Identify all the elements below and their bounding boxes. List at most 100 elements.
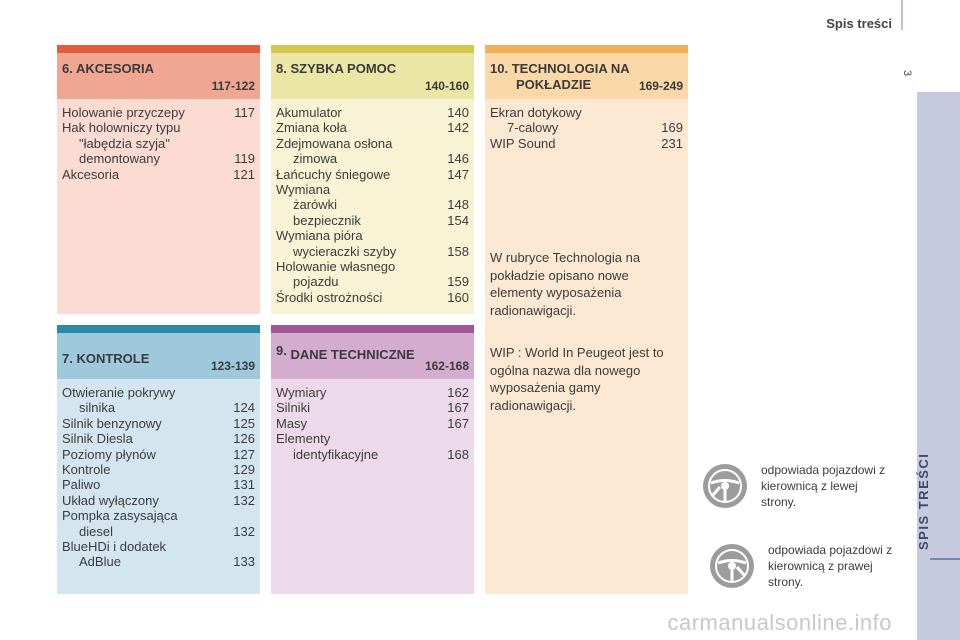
toc-entry[interactable]: Masy 167 [271,416,474,431]
toc-entry[interactable]: Silniki 167 [271,400,474,415]
section-header: 6. AKCESORIA 117-122 [57,53,260,99]
toc-entry[interactable]: Zmiana koła 142 [271,120,474,135]
toc-entry-page: 142 [447,120,469,136]
toc-entry-label: Akcesoria [62,166,120,182]
toc-entry-page: 147 [447,166,469,182]
toc-entry[interactable]: Paliwo 131 [57,477,260,492]
toc-entry-page: 158 [447,243,469,259]
section-dane-techniczne: 9. DANE TECHNICZNE 162-168 Wymiary 162 Sil… [271,325,474,594]
toc-entry-label: Hak holowniczy typu [62,120,181,136]
toc-entry-label: bezpiecznik [293,212,361,228]
toc-entry-page: 169 [661,120,683,136]
toc-entry[interactable]: Hak holowniczy typu "łabędzia szyja" demon… [57,120,260,166]
toc-entry-label: pojazdu [293,274,339,290]
section-title: 10. TECHNOLOGIA NA POKŁADZIE [490,61,630,92]
toc-entry[interactable]: Wymiana żarówki 148 [271,182,474,213]
section-akcesoria: 6. AKCESORIA 117-122 Holowanie przyczepy… [57,45,260,314]
legend-left-hand-drive: odpowiada pojazdowi z kierownicą z lewej… [703,462,891,510]
toc-entry[interactable]: Silnik benzynowy 125 [57,416,260,431]
section-page-range: 117-122 [211,79,255,93]
toc-entry-page: 129 [233,462,255,478]
toc-entry[interactable]: Holowanie przyczepy 117 [57,105,260,120]
toc-entry-label: Ekran dotykowy [490,105,582,120]
toc-entry[interactable]: Kontrole 129 [57,462,260,477]
legend-right-hand-text: odpowiada pojazdowi z kierownicą z prawe… [768,543,893,589]
toc-entry[interactable]: Zdejmowana osłona zimowa 146 [271,136,474,167]
toc-entry-label: Paliwo [62,477,101,493]
section-page-range: 169-249 [638,79,683,93]
toc-entry-page: 167 [447,400,469,416]
section-title: 6. AKCESORIA [62,61,154,76]
section-color-bar [485,45,688,53]
section-color-bar [271,325,474,333]
section-entries: Holowanie przyczepy 117 Hak holowniczy typ… [57,99,260,314]
side-tab [917,92,960,640]
section-szybka-pomoc: 8. SZYBKA POMOC 140-160 Akumulator 140 Zmi… [271,45,474,314]
steering-wheel-right-icon [710,544,754,588]
toc-entry-page: 162 [447,385,469,400]
section-header: 10. TECHNOLOGIA NA POKŁADZIE 169-249 [485,53,688,99]
toc-entry[interactable]: Pompka zasysająca diesel 132 [57,508,260,539]
toc-entry-label: Układ wyłączony [62,492,159,508]
toc-entry[interactable]: bezpiecznik 154 [271,213,474,228]
section-entries: Otwieranie pokrywy silnika 124 Silnik benzy… [57,379,260,594]
toc-entry-label: Holowanie przyczepy [62,105,185,120]
toc-entry[interactable]: Środki ostrożności 160 [271,290,474,305]
toc-entry[interactable]: Poziomy płynów 127 [57,447,260,462]
legend-left-hand-text: odpowiada pojazdowi z kierownicą z lewej… [761,463,886,509]
toc-entry-label: Masy [276,415,308,431]
section-color-bar [57,45,260,53]
toc-entry-label: Holowanie własnego [276,259,396,275]
toc-entry-label: Łańcuchy śniegowe [276,166,391,182]
toc-entry-label: "łabędzia szyja" [79,135,170,151]
toc-entry-label: Silnik Diesla [62,431,133,447]
toc-entry-page: 127 [233,446,255,462]
toc-entry-page: 159 [447,274,469,290]
section-color-bar [271,45,474,53]
toc-entry-page: 231 [661,135,683,151]
toc-entry-page: 148 [447,197,469,213]
toc-entry-label: Akumulator [276,105,342,120]
toc-entry[interactable]: Wymiary 162 [271,385,474,400]
section-title: 8. SZYBKA POMOC [276,61,397,76]
section-page-range: 140-160 [424,79,469,93]
section-entries: Ekran dotykowy 7-calowy 169 WIP Sound 231 W … [485,99,688,594]
toc-entry-page: 132 [233,523,255,539]
side-tab-label: SPIS TREŚCI [916,452,931,550]
section-page-range: 162-168 [424,359,469,373]
section-entries: Akumulator 140 Zmiana koła 142 Zdejmowana os… [271,99,474,314]
section-header: 9. DANE TECHNICZNE 162-168 [271,333,474,379]
section-title: 7. KONTROLE [62,351,150,366]
toc-entry[interactable]: Otwieranie pokrywy silnika 124 [57,385,260,416]
toc-entry-label: AdBlue [79,554,121,570]
toc-entry-label: żarówki [293,197,338,213]
toc-entry-label: Silnik benzynowy [62,415,162,431]
toc-entry-page: 133 [233,554,255,570]
toc-entry-label: Zdejmowana osłona [276,135,393,151]
toc-entry[interactable]: Elementy identyfikacyjne 168 [271,431,474,462]
section-header: 7. KONTROLE 123-139 [57,333,260,379]
toc-entry[interactable]: Akcesoria 121 [57,167,260,182]
toc-entry-page: 168 [447,446,469,462]
toc-entry[interactable]: Akumulator 140 [271,105,474,120]
toc-entry-label: 7-calowy [507,120,559,136]
toc-entry-label: zimowa [293,151,338,167]
toc-entry[interactable]: Łańcuchy śniegowe 147 [271,167,474,182]
toc-entry[interactable]: BlueHDi i dodatek AdBlue 133 [57,539,260,570]
toc-entry-label: Pompka zasysająca [62,508,178,524]
toc-entry[interactable]: WIP Sound 231 [485,136,688,151]
toc-entry-page: 140 [447,105,469,120]
toc-entry-page: 154 [447,212,469,228]
toc-entry[interactable]: Silnik Diesla 126 [57,431,260,446]
toc-entry-page: 125 [233,415,255,431]
wip-note: WIP : World In Peugeot jest to ogólna na… [490,345,664,413]
page-number: 3 [901,70,913,77]
toc-entry-label: Elementy [276,431,331,447]
section-page-range: 123-139 [210,359,255,373]
toc-entry[interactable]: Ekran dotykowy 7-calowy 169 [485,105,688,136]
toc-entry[interactable]: Holowanie własnego pojazdu 159 [271,259,474,290]
technology-note: W rubryce Technologia na pokładzie opisa… [490,250,641,318]
toc-entry[interactable]: Wymiana pióra wycieraczki szyby 158 [271,228,474,259]
toc-entry-page: 160 [447,289,469,305]
toc-entry[interactable]: Układ wyłączony 132 [57,493,260,508]
